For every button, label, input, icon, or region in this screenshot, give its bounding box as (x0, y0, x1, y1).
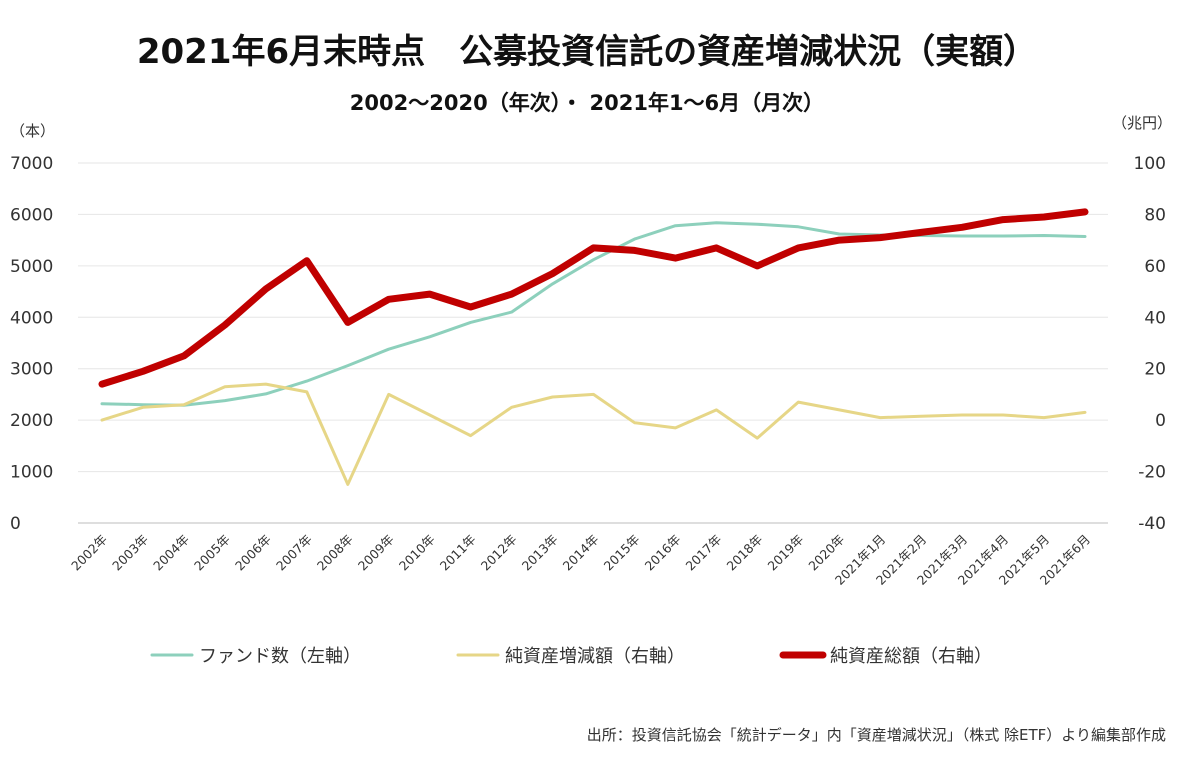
left-tick-label: 1000 (10, 463, 53, 483)
right-axis-ticks: -40 -20 0 20 40 60 80 100 (1134, 154, 1166, 534)
x-tick-label: 2015年 (601, 532, 643, 574)
left-axis-unit: （本） (10, 122, 55, 140)
right-tick-label: -20 (1138, 463, 1166, 483)
series-lines (98, 208, 1089, 486)
left-axis-ticks: 0 1000 2000 3000 4000 5000 6000 7000 (10, 154, 53, 534)
chart-title: 2021年6月末時点 公募投資信託の資産増減状況（実額） (137, 32, 1037, 72)
series-line-2 (100, 382, 1087, 486)
right-tick-label: -40 (1138, 514, 1166, 534)
x-tick-label: 2007年 (273, 532, 315, 574)
x-tick-label: 2019年 (764, 532, 806, 574)
right-tick-label: 80 (1144, 205, 1166, 225)
x-tick-label: 2003年 (109, 532, 151, 574)
x-tick-label: 2014年 (560, 532, 602, 574)
x-tick-label: 2008年 (314, 532, 356, 574)
x-tick-label: 2013年 (519, 532, 561, 574)
left-tick-label: 4000 (10, 308, 53, 328)
series-line-3 (98, 208, 1089, 388)
legend-label: 純資産増減額（右軸） (505, 646, 685, 667)
left-tick-label: 0 (10, 514, 21, 534)
right-tick-label: 0 (1155, 411, 1166, 431)
chart-subtitle: 2002～2020（年次）・ 2021年1～6月（月次） (350, 91, 824, 115)
x-axis-ticks: 2002年 2003年 2004年 2005年 2006年 2007年 2008年 2009年… (68, 532, 1093, 588)
left-tick-label: 3000 (10, 360, 53, 380)
source-note: 出所：投資信託協会「統計データ」内「資産増減状況」（株式 除ETF）より編集部作… (587, 726, 1166, 744)
legend: ファンド数（左軸） 純資産増減額（右軸） 純資産総額（右軸） (150, 646, 992, 667)
left-tick-label: 7000 (10, 154, 53, 174)
right-tick-label: 60 (1144, 257, 1166, 277)
x-tick-label: 2010年 (396, 532, 438, 574)
x-tick-label: 2016年 (642, 532, 684, 574)
x-tick-label: 2018年 (724, 532, 766, 574)
x-tick-label: 2011年 (437, 532, 479, 574)
x-tick-label: 2012年 (478, 532, 520, 574)
x-tick-label: 2005年 (191, 532, 233, 574)
x-tick-label: 2002年 (68, 532, 110, 574)
legend-label: ファンド数（左軸） (199, 646, 361, 667)
x-tick-label: 2006年 (232, 532, 274, 574)
left-tick-label: 5000 (10, 257, 53, 277)
right-tick-label: 40 (1144, 308, 1166, 328)
x-tick-label: 2004年 (150, 532, 192, 574)
x-tick-label: 2017年 (683, 532, 725, 574)
right-tick-label: 20 (1144, 360, 1166, 380)
right-tick-label: 100 (1134, 154, 1166, 174)
legend-label: 純資産総額（右軸） (830, 646, 992, 667)
right-axis-unit: （兆円） (1112, 114, 1172, 132)
left-tick-label: 6000 (10, 205, 53, 225)
gridlines (78, 162, 1108, 524)
left-tick-label: 2000 (10, 411, 53, 431)
x-tick-label: 2009年 (355, 532, 397, 574)
